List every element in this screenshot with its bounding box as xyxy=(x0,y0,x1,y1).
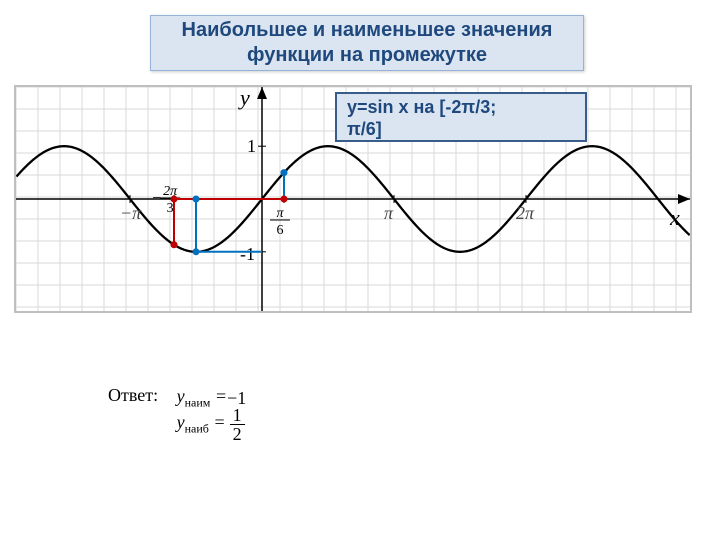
subtitle-line2: π/6] xyxy=(347,119,575,141)
svg-text:3: 3 xyxy=(167,201,174,216)
title-text: Наибольшее и наименьшее значения функции… xyxy=(159,18,575,68)
svg-text:π: π xyxy=(276,206,284,221)
title-box: Наибольшее и наименьшее значения функции… xyxy=(150,15,584,71)
svg-text:π: π xyxy=(384,203,394,223)
svg-text:-1: -1 xyxy=(240,244,255,264)
svg-text:6: 6 xyxy=(276,223,283,238)
answer-block: Ответ: yнаим = −1yнаиб = 12 xyxy=(108,385,246,437)
subtitle-box: y=sin x на [-2π/3; π/6] xyxy=(335,92,587,142)
answer-label: Ответ: xyxy=(108,385,158,406)
svg-text:2π: 2π xyxy=(516,203,535,223)
svg-text:x: x xyxy=(669,205,680,230)
answer-math: yнаим = −1yнаиб = 12 xyxy=(177,385,247,437)
svg-text:−: − xyxy=(152,190,161,207)
subtitle-line1: y=sin x на [-2π/3; xyxy=(347,97,575,119)
svg-text:y: y xyxy=(238,87,250,110)
svg-text:1: 1 xyxy=(247,136,256,156)
svg-text:−π: −π xyxy=(120,203,142,223)
